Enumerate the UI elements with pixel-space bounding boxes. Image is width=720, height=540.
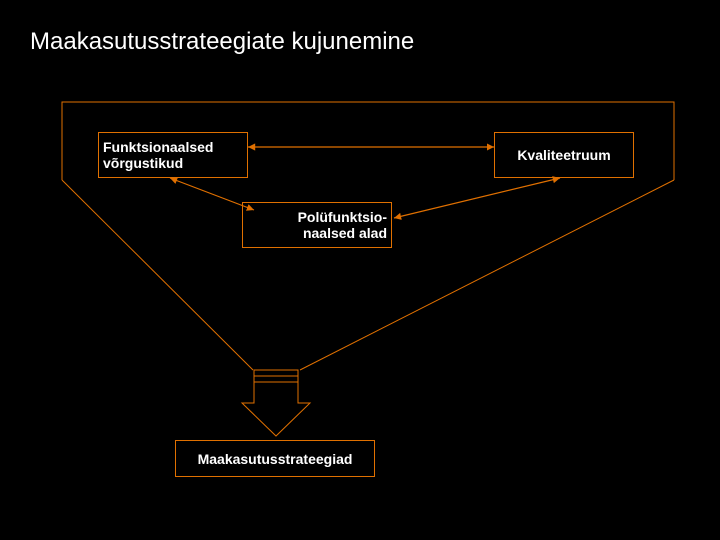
node-label: Polüfunktsio-naalsed alad xyxy=(298,209,387,241)
node-kvaliteetruum: Kvaliteetruum xyxy=(494,132,634,178)
node-polufunktsionaalsed: Polüfunktsio-naalsed alad xyxy=(242,202,392,248)
node-maakasutusstrateegiad: Maakasutusstrateegiad xyxy=(175,440,375,477)
node-funktsionaalsed: Funktsionaalsed võrgustikud xyxy=(98,132,248,178)
node-label: Kvaliteetruum xyxy=(517,147,610,163)
page-title: Maakasutusstrateegiate kujunemine xyxy=(30,28,414,56)
node-label: Funktsionaalsed võrgustikud xyxy=(103,139,243,171)
node-label: Maakasutusstrateegiad xyxy=(198,451,353,467)
